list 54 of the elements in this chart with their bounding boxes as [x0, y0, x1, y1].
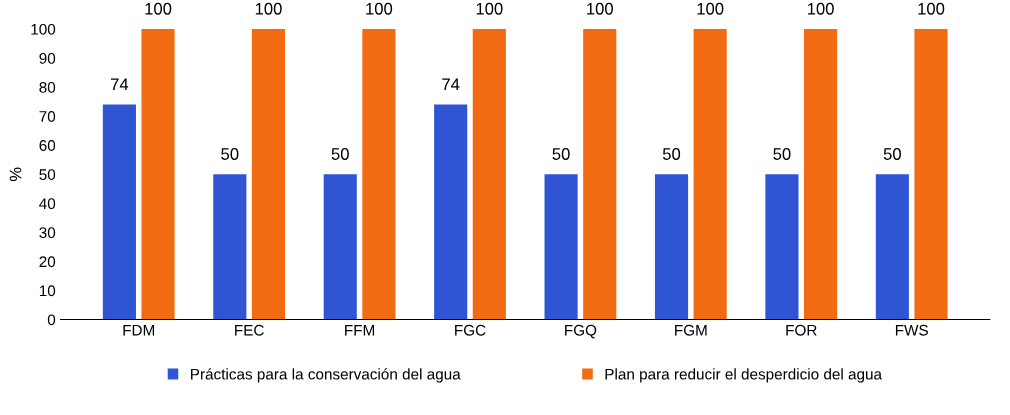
bar	[213, 174, 247, 320]
legend-label: Plan para reducir el desperdicio del agua	[605, 368, 883, 383]
bar	[323, 174, 357, 320]
data-label: 74	[110, 78, 129, 91]
data-label: 74	[442, 78, 460, 91]
bar	[914, 29, 948, 320]
bar	[583, 29, 617, 320]
data-label: 100	[366, 2, 393, 15]
y-tick-label: 40	[39, 198, 56, 210]
x-tick-label: FGC	[455, 324, 486, 336]
bar	[765, 174, 799, 320]
data-label: 50	[773, 148, 791, 160]
bar	[141, 29, 175, 320]
y-tick-label: 80	[39, 82, 56, 93]
data-label: 100	[918, 2, 945, 15]
bar	[102, 104, 136, 320]
bar	[251, 29, 286, 320]
data-label: 100	[255, 2, 282, 15]
legend-label: Prácticas para la conservación del agua	[191, 368, 461, 383]
data-label: 100	[697, 2, 724, 15]
y-tick-label: 30	[39, 227, 56, 239]
y-tick-label: 20	[39, 256, 56, 268]
bar	[693, 29, 727, 320]
y-tick-label: 50	[39, 169, 56, 180]
y-axis-title: %	[9, 167, 22, 182]
data-label: 100	[476, 2, 503, 15]
y-tick-label: 70	[39, 111, 56, 122]
bar	[804, 29, 838, 320]
y-tick-label: 10	[39, 285, 56, 297]
data-label: 50	[883, 148, 901, 160]
data-label: 100	[807, 2, 834, 15]
bar	[875, 174, 909, 320]
x-tick-label: FOR	[786, 324, 817, 336]
x-tick-label: FGM	[675, 324, 707, 336]
y-tick-label: 60	[39, 140, 56, 151]
y-tick-label: 100	[31, 23, 56, 35]
data-label: 100	[145, 2, 172, 15]
x-tick-label: FDM	[123, 324, 155, 336]
bar	[544, 174, 578, 320]
bar	[362, 29, 396, 320]
data-label: 100	[587, 2, 613, 15]
bar	[472, 29, 506, 320]
data-label: 50	[221, 148, 239, 160]
y-tick-label: 0	[47, 314, 56, 326]
data-label: 50	[662, 148, 681, 160]
bar	[654, 174, 689, 320]
y-tick-label: 90	[39, 52, 56, 64]
data-label: 50	[331, 148, 349, 160]
x-tick-label: FWS	[895, 324, 928, 336]
x-tick-label: FFM	[345, 324, 375, 336]
data-label: 50	[552, 148, 570, 160]
bar	[434, 104, 468, 320]
x-tick-label: FEC	[235, 324, 264, 336]
x-tick-label: FGQ	[565, 324, 597, 339]
